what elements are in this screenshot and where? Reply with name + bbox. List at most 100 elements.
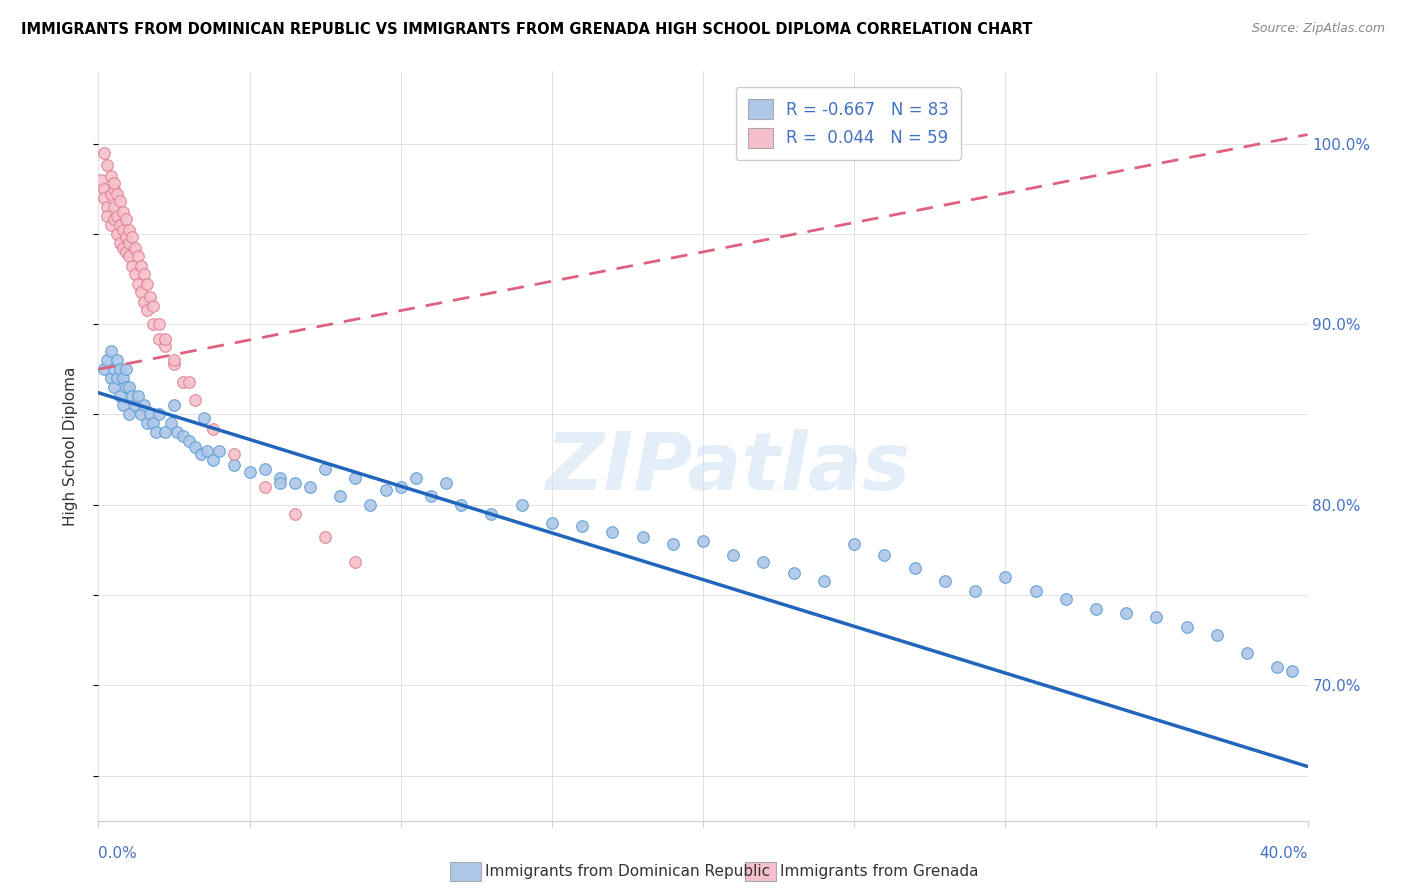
Point [135, 302, 157, 317]
Point [105, 353, 128, 368]
Point [124, 398, 146, 412]
Point [202, 452, 225, 467]
Point [344, 556, 367, 570]
Point [184, 392, 207, 407]
Point [160, 417, 183, 431]
Point [269, 470, 291, 484]
Point [118, 235, 141, 250]
Point [1115, 606, 1137, 620]
Point [105, 371, 128, 385]
Point [184, 440, 207, 454]
Point [145, 425, 167, 440]
Point [121, 260, 143, 274]
Point [450, 498, 472, 512]
Point [118, 223, 141, 237]
Point [284, 507, 307, 521]
Point [103, 380, 125, 394]
Text: 0.0%: 0.0% [98, 846, 138, 861]
Point [132, 295, 155, 310]
Point [108, 218, 131, 232]
Point [135, 277, 157, 292]
Text: Immigrants from Grenada: Immigrants from Grenada [780, 864, 979, 879]
Point [139, 290, 162, 304]
Point [111, 205, 134, 219]
Point [129, 285, 152, 299]
Point [114, 230, 136, 244]
Point [1267, 660, 1289, 674]
Point [1054, 591, 1077, 606]
Point [111, 371, 134, 385]
Legend: R = -0.667   N = 83, R =  0.044   N = 59: R = -0.667 N = 83, R = 0.044 N = 59 [737, 87, 960, 160]
Point [1024, 584, 1046, 599]
Point [100, 344, 122, 359]
Point [813, 574, 835, 588]
Point [100, 371, 122, 385]
Point [239, 465, 262, 479]
Point [844, 537, 866, 551]
Point [114, 212, 136, 227]
Point [873, 548, 896, 562]
Point [105, 227, 128, 241]
Point [389, 480, 412, 494]
Point [172, 429, 194, 443]
Point [163, 398, 186, 412]
Point [132, 267, 155, 281]
Point [631, 530, 654, 544]
Point [111, 241, 134, 255]
Y-axis label: High School Diploma: High School Diploma [63, 367, 77, 525]
Point [96, 200, 118, 214]
Point [166, 425, 188, 440]
Point [153, 425, 176, 440]
Point [108, 389, 131, 403]
Point [103, 200, 125, 214]
Point [269, 475, 291, 490]
Point [142, 417, 165, 431]
Point [100, 187, 122, 202]
Point [692, 533, 714, 548]
Point [103, 362, 125, 376]
Point [96, 158, 118, 172]
Point [434, 475, 457, 490]
Point [1144, 609, 1167, 624]
Point [100, 169, 122, 183]
Point [100, 218, 122, 232]
Point [179, 375, 201, 389]
Point [148, 408, 170, 422]
Point [114, 380, 136, 394]
Point [571, 519, 593, 533]
Point [420, 489, 443, 503]
Point [360, 498, 382, 512]
Text: Immigrants from Dominican Republic: Immigrants from Dominican Republic [485, 864, 770, 879]
Point [481, 507, 503, 521]
Point [93, 191, 115, 205]
Point [752, 556, 775, 570]
Point [253, 480, 276, 494]
Point [314, 530, 336, 544]
Point [111, 223, 134, 237]
Point [148, 317, 170, 331]
Point [108, 235, 131, 250]
Point [103, 182, 125, 196]
Point [90, 172, 112, 186]
Point [121, 230, 143, 244]
Point [1085, 602, 1108, 616]
Point [153, 332, 176, 346]
Point [723, 548, 745, 562]
Point [510, 498, 533, 512]
Point [299, 480, 322, 494]
Point [142, 299, 165, 313]
Point [994, 570, 1017, 584]
Point [93, 362, 115, 376]
Point [783, 566, 806, 581]
Point [195, 443, 218, 458]
Point [314, 461, 336, 475]
Point [108, 362, 131, 376]
Point [96, 353, 118, 368]
Point [202, 422, 225, 436]
Point [284, 475, 307, 490]
Point [135, 417, 157, 431]
Point [253, 461, 276, 475]
Point [124, 241, 146, 255]
Point [127, 389, 149, 403]
Point [127, 248, 149, 262]
